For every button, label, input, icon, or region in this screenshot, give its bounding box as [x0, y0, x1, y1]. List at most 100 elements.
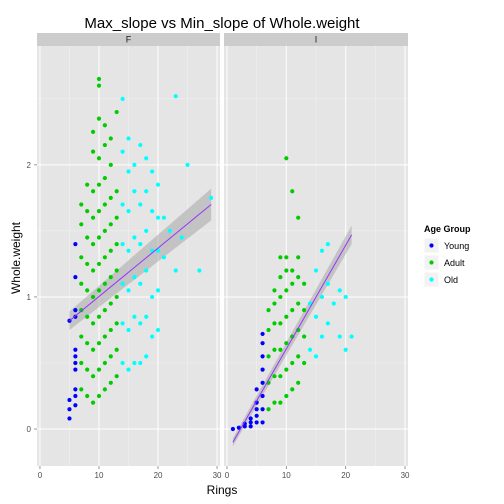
data-point-adult — [284, 268, 288, 272]
data-point-adult — [91, 189, 95, 193]
data-point-adult — [91, 374, 95, 378]
data-point-young — [260, 354, 264, 358]
data-point-young — [249, 420, 253, 424]
data-point-adult — [79, 202, 83, 206]
data-point-old — [326, 282, 330, 286]
data-point-adult — [97, 341, 101, 345]
data-point-young — [73, 308, 77, 312]
data-point-old — [126, 209, 130, 213]
data-point-adult — [103, 308, 107, 312]
data-point-adult — [109, 301, 113, 305]
legend-label-old: Old — [444, 275, 458, 285]
data-point-young — [73, 387, 77, 391]
data-point-old — [338, 288, 342, 292]
data-point-adult — [296, 216, 300, 220]
x-tick-label: 20 — [341, 471, 350, 480]
data-point-young — [73, 361, 77, 365]
data-point-adult — [272, 301, 276, 305]
data-point-young — [255, 414, 259, 418]
legend-label-adult: Adult — [444, 258, 465, 268]
data-point-young — [67, 407, 71, 411]
data-point-old — [320, 249, 324, 253]
data-point-adult — [79, 387, 83, 391]
data-point-adult — [266, 308, 270, 312]
data-point-adult — [296, 301, 300, 305]
data-point-old — [332, 301, 336, 305]
data-point-young — [260, 332, 264, 336]
strip-label-i: I — [315, 35, 318, 45]
data-point-adult — [115, 110, 119, 114]
data-point-old — [132, 189, 136, 193]
data-point-young — [260, 420, 264, 424]
data-point-adult — [85, 394, 89, 398]
data-point-old — [126, 328, 130, 332]
data-point-old — [162, 255, 166, 259]
data-point-old — [156, 288, 160, 292]
data-point-old — [120, 242, 124, 246]
data-point-adult — [296, 354, 300, 358]
data-point-young — [73, 354, 77, 358]
data-point-old — [162, 216, 166, 220]
data-point-old — [126, 367, 130, 371]
data-point-old — [138, 321, 142, 325]
legend-key-adult — [429, 260, 433, 264]
data-point-old — [150, 334, 154, 338]
data-point-old — [314, 268, 318, 272]
data-point-adult — [103, 202, 107, 206]
data-point-adult — [278, 374, 282, 378]
data-point-adult — [284, 288, 288, 292]
data-point-adult — [91, 242, 95, 246]
data-point-adult — [296, 275, 300, 279]
data-point-adult — [79, 255, 83, 259]
data-point-old — [308, 348, 312, 352]
data-point-adult — [85, 288, 89, 292]
data-point-adult — [79, 222, 83, 226]
data-point-old — [144, 315, 148, 319]
data-point-young — [249, 416, 253, 420]
data-point-adult — [103, 334, 107, 338]
data-point-old — [150, 295, 154, 299]
data-point-old — [126, 288, 130, 292]
data-point-old — [174, 94, 178, 98]
data-point-old — [338, 334, 342, 338]
data-point-old — [156, 216, 160, 220]
data-point-old — [138, 361, 142, 365]
data-point-old — [326, 242, 330, 246]
data-point-adult — [91, 268, 95, 272]
data-point-young — [249, 424, 253, 428]
data-point-adult — [109, 222, 113, 226]
y-axis-title: Whole.weight — [9, 221, 23, 294]
data-point-old — [132, 275, 136, 279]
data-point-adult — [290, 189, 294, 193]
data-point-young — [260, 341, 264, 345]
x-tick-label: 30 — [401, 471, 410, 480]
data-point-adult — [272, 374, 276, 378]
data-point-adult — [103, 229, 107, 233]
data-point-old — [144, 156, 148, 160]
data-point-adult — [109, 196, 113, 200]
data-point-adult — [266, 407, 270, 411]
data-point-young — [231, 427, 235, 431]
data-point-old — [126, 249, 130, 253]
data-point-old — [144, 189, 148, 193]
data-point-adult — [109, 354, 113, 358]
data-point-adult — [272, 348, 276, 352]
data-point-adult — [115, 374, 119, 378]
data-point-adult — [91, 321, 95, 325]
data-point-old — [120, 361, 124, 365]
data-point-adult — [284, 315, 288, 319]
x-tick-label: 10 — [95, 471, 104, 480]
data-point-old — [120, 202, 124, 206]
data-point-old — [138, 282, 142, 286]
data-point-adult — [91, 295, 95, 299]
data-point-adult — [266, 328, 270, 332]
data-point-adult — [103, 361, 107, 365]
data-point-adult — [97, 367, 101, 371]
data-point-old — [197, 268, 201, 272]
data-point-old — [168, 229, 172, 233]
data-point-adult — [103, 387, 107, 391]
data-point-adult — [278, 255, 282, 259]
data-point-adult — [79, 282, 83, 286]
data-point-adult — [278, 348, 282, 352]
